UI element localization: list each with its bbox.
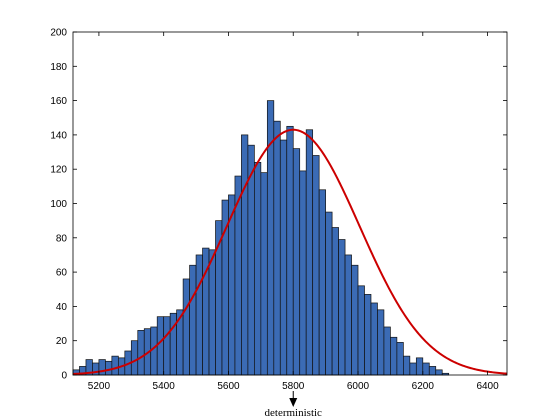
histogram-bar xyxy=(396,342,404,376)
histogram-bar xyxy=(273,120,281,376)
histogram-bar xyxy=(279,139,288,376)
y-tick-label: 200 xyxy=(50,28,67,39)
y-tick-label: 160 xyxy=(50,96,67,107)
histogram-bar xyxy=(105,360,113,376)
bars-group xyxy=(72,100,450,376)
histogram-bar xyxy=(403,355,411,376)
x-tick-label: 6000 xyxy=(347,381,370,392)
histogram-bar xyxy=(338,239,346,376)
annotation-arrowhead xyxy=(289,398,298,407)
histogram-bar xyxy=(344,254,352,376)
y-tick-label: 40 xyxy=(56,302,68,313)
histogram-bar xyxy=(351,264,359,376)
histogram-bar xyxy=(325,211,333,376)
y-tick-label: 140 xyxy=(50,130,67,141)
histogram-bar xyxy=(435,369,443,376)
y-tick-label: 60 xyxy=(56,268,68,279)
histogram-bar xyxy=(357,285,365,376)
histogram-bar xyxy=(299,170,307,376)
histogram-bar xyxy=(163,316,171,376)
y-tick-label: 80 xyxy=(56,233,68,244)
histogram-bar xyxy=(241,134,249,376)
y-axis-ticks: 0 20 40 60 80 100 120 140 160 180 200 xyxy=(50,28,507,382)
histogram-bar xyxy=(390,336,398,376)
histogram-bar xyxy=(98,359,106,376)
normal-fit-curve xyxy=(72,128,508,375)
histogram-bar xyxy=(195,254,203,376)
histogram-bar xyxy=(208,249,216,376)
histogram-bar xyxy=(189,264,197,376)
annotation-label: deterministic xyxy=(265,407,323,419)
histogram-bar xyxy=(415,357,424,376)
x-axis-ticks: 5200 5400 5600 5800 6000 6200 6400 xyxy=(88,32,499,392)
histogram-bar xyxy=(318,189,326,376)
x-tick-label: 6200 xyxy=(412,381,435,392)
histogram-bar xyxy=(137,330,145,376)
histogram-bar xyxy=(286,125,294,376)
histogram-bar xyxy=(156,316,165,376)
histogram-bar xyxy=(305,129,314,376)
x-tick-label: 5800 xyxy=(282,381,305,392)
histogram-bar xyxy=(422,362,430,376)
histogram-bar xyxy=(331,227,339,376)
histogram-bar xyxy=(130,340,139,376)
histogram-bar xyxy=(377,309,385,376)
y-tick-label: 180 xyxy=(50,62,67,73)
histogram-bar xyxy=(370,302,378,376)
histogram-bar xyxy=(260,172,268,376)
histogram-bar xyxy=(364,294,372,376)
histogram-bar xyxy=(292,148,301,376)
y-tick-label: 120 xyxy=(50,165,67,176)
y-tick-label: 0 xyxy=(61,371,67,382)
annotation-group: deterministic xyxy=(265,391,323,419)
y-tick-label: 100 xyxy=(50,199,67,210)
histogram-bar xyxy=(312,155,320,376)
x-tick-label: 5200 xyxy=(88,381,111,392)
x-tick-label: 5600 xyxy=(217,381,240,392)
histogram-bar xyxy=(182,278,190,376)
histogram-bar xyxy=(428,366,437,376)
y-tick-label: 20 xyxy=(56,336,68,347)
histogram-bar xyxy=(111,355,119,376)
x-tick-label: 6400 xyxy=(476,381,499,392)
x-tick-label: 5400 xyxy=(153,381,176,392)
histogram-bar xyxy=(409,362,417,376)
histogram-bar xyxy=(254,161,262,376)
histogram-bar xyxy=(383,326,391,376)
